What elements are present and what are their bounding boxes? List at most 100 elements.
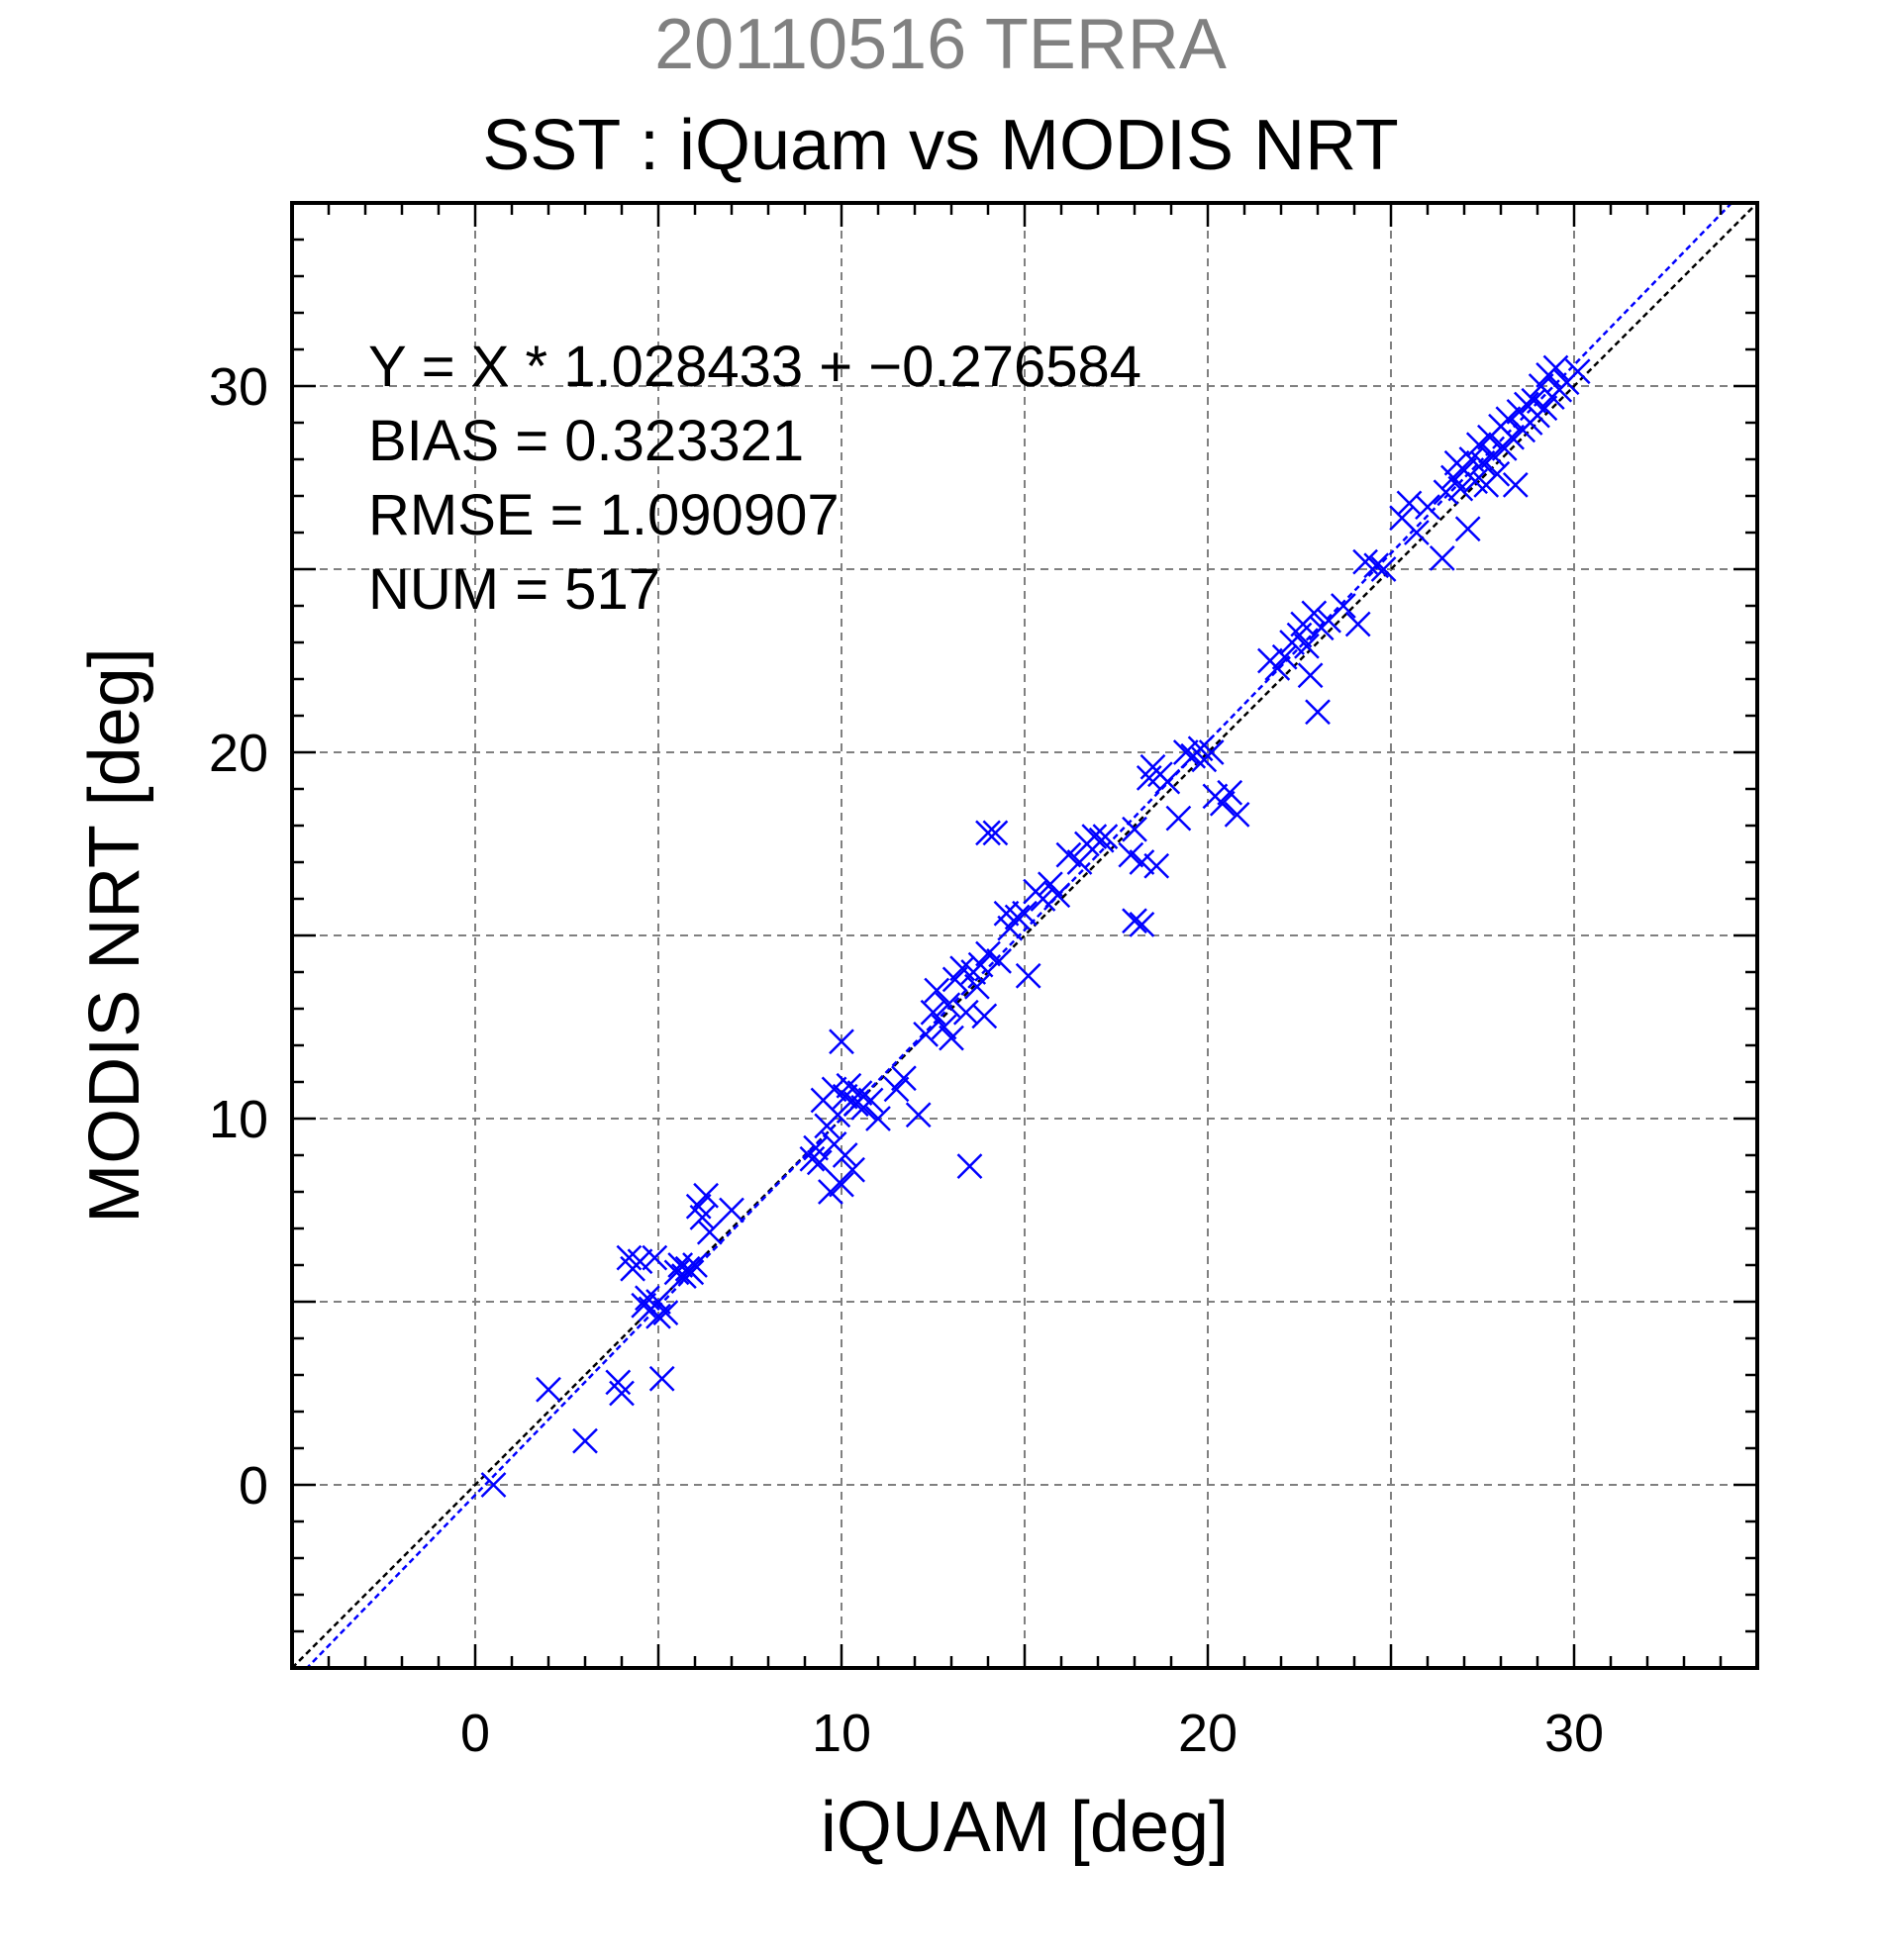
chart-title: SST : iQuam vs MODIS NRT	[482, 106, 1399, 185]
data-point	[1271, 643, 1298, 670]
y-tick-label: 30	[209, 357, 268, 417]
data-point	[971, 1003, 998, 1029]
data-point	[642, 1244, 668, 1271]
data-point	[1044, 882, 1071, 909]
data-point	[1092, 824, 1119, 849]
data-point	[1454, 516, 1481, 542]
data-point	[836, 1072, 862, 1099]
fit-line	[305, 203, 1733, 1668]
data-point	[941, 966, 968, 993]
data-point	[806, 1149, 833, 1176]
data-point	[536, 1376, 561, 1403]
y-tick-label: 0	[239, 1456, 268, 1516]
data-point	[857, 1087, 884, 1114]
data-point	[1154, 768, 1181, 795]
data-point	[818, 1179, 843, 1205]
data-point	[1055, 841, 1082, 868]
data-point	[1004, 904, 1031, 931]
data-point	[1502, 472, 1529, 498]
data-point	[1331, 593, 1356, 619]
data-point	[1129, 849, 1155, 875]
data-point	[1294, 633, 1320, 659]
data-point	[825, 1102, 851, 1128]
data-point	[982, 820, 1009, 846]
data-point	[931, 1014, 957, 1040]
data-point	[1217, 779, 1243, 806]
data-point	[1118, 841, 1144, 868]
data-point	[832, 1142, 858, 1168]
data-point	[952, 999, 979, 1026]
stats-num: NUM = 517	[368, 557, 660, 622]
data-point	[1030, 886, 1056, 912]
identity-line	[292, 203, 1757, 1668]
data-point	[1198, 739, 1225, 765]
data-point	[1066, 849, 1093, 875]
lines-layer	[292, 203, 1757, 1668]
data-point	[905, 1102, 932, 1128]
data-point	[627, 1248, 653, 1275]
data-point	[964, 973, 990, 1000]
data-point	[829, 1029, 854, 1055]
data-point	[719, 1197, 744, 1224]
data-point	[1264, 655, 1291, 681]
data-point	[1122, 908, 1147, 934]
data-point	[986, 948, 1012, 974]
data-point	[924, 977, 950, 1004]
data-point	[631, 1292, 657, 1319]
data-point	[846, 1080, 873, 1106]
y-tick-label: 10	[209, 1090, 268, 1149]
data-point	[939, 1025, 964, 1051]
data-point	[1344, 611, 1371, 637]
data-point	[1038, 871, 1063, 898]
data-point	[1415, 494, 1440, 520]
data-point	[1143, 852, 1170, 879]
data-point	[572, 1427, 598, 1454]
data-point	[1542, 354, 1569, 381]
x-axis-label: iQUAM [deg]	[821, 1788, 1229, 1867]
data-point	[1499, 424, 1525, 450]
data-point	[652, 1300, 679, 1325]
data-point	[1129, 912, 1155, 937]
data-point	[883, 1076, 910, 1103]
data-point	[609, 1380, 635, 1407]
data-point	[913, 1022, 939, 1047]
data-point	[1363, 552, 1390, 579]
data-point	[1370, 556, 1397, 582]
x-tick-label: 10	[812, 1704, 871, 1763]
data-point	[1305, 699, 1331, 726]
labels-layer: 0 10 20 30 0 10 20 30	[209, 357, 1604, 1763]
data-point	[1297, 662, 1324, 689]
data-point	[920, 999, 946, 1026]
data-point	[1433, 479, 1459, 506]
data-point	[956, 1153, 983, 1179]
data-point	[840, 1156, 865, 1183]
x-tick-label: 30	[1544, 1704, 1604, 1763]
data-point	[1224, 802, 1250, 828]
data-point	[975, 940, 1001, 967]
data-point	[1484, 460, 1511, 487]
data-point	[1532, 395, 1558, 422]
data-point	[1564, 358, 1591, 385]
ticks-layer	[290, 201, 1759, 1670]
data-point	[1469, 449, 1496, 476]
data-point	[689, 1205, 716, 1230]
data-point	[1015, 962, 1041, 989]
x-tick-label: 20	[1178, 1704, 1238, 1763]
chart-subtitle: 20110516 TERRA	[654, 5, 1227, 84]
data-point	[678, 1259, 705, 1286]
data-point	[1172, 739, 1199, 765]
x-tick-label: 0	[460, 1704, 490, 1763]
stats-bias: BIAS = 0.323321	[368, 409, 804, 473]
data-point	[648, 1365, 675, 1392]
data-point	[891, 1065, 917, 1092]
data-point	[975, 820, 1001, 846]
data-point	[1301, 600, 1328, 627]
data-point	[480, 1472, 507, 1498]
data-point	[682, 1252, 708, 1278]
data-point	[696, 1219, 723, 1245]
data-point	[1404, 520, 1430, 545]
data-point	[1209, 790, 1236, 817]
stats-equation: Y = X * 1.028433 + −0.276584	[368, 335, 1141, 399]
